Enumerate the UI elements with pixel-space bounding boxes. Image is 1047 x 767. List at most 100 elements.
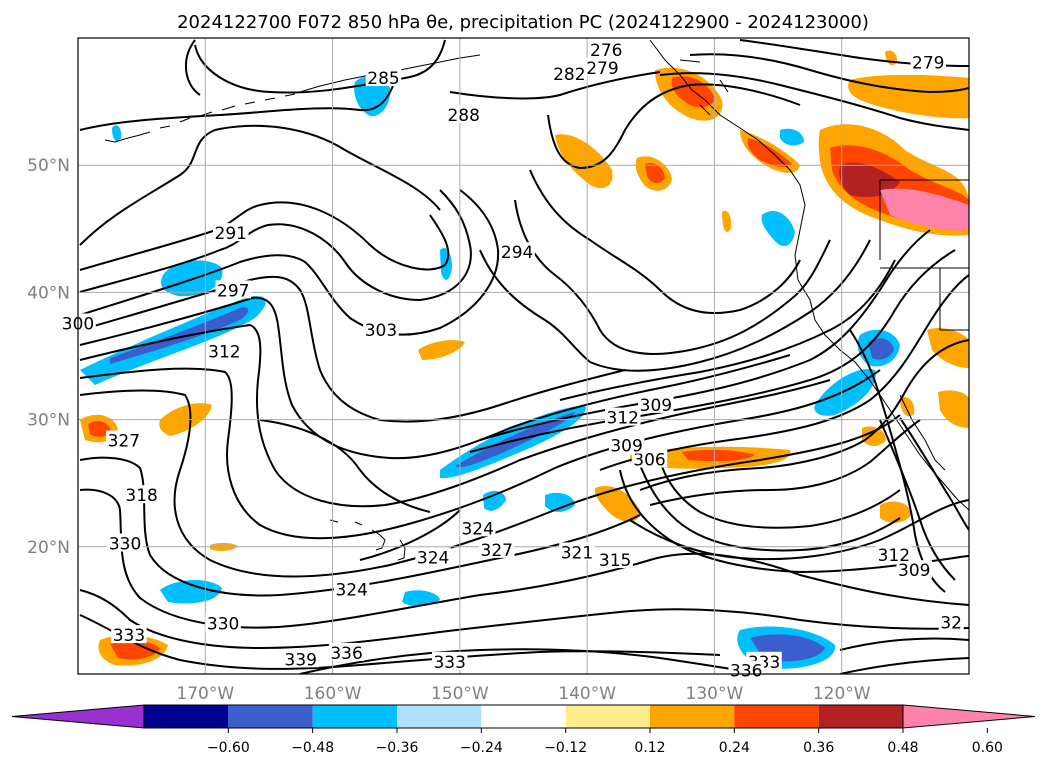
alaska-panhandle-islands — [679, 59, 729, 116]
contour-line — [469, 249, 956, 453]
precip-pos-area-strong — [682, 449, 755, 462]
colorbar-label: −0.36 — [376, 740, 419, 756]
contour-line — [79, 189, 500, 336]
contour-label: 324 — [461, 519, 493, 539]
contour-label: 306 — [633, 451, 665, 471]
coastline-layer — [104, 39, 969, 561]
x-tick-label: 130°W — [686, 684, 744, 704]
precip-pos-area-strong — [110, 640, 160, 660]
baja-coast — [899, 394, 946, 471]
contour-line — [79, 124, 441, 246]
precip-pos-area — [862, 426, 886, 446]
precip-neg-area — [814, 369, 876, 416]
colorbar-extend-high — [902, 704, 1036, 729]
contour-label: 288 — [447, 106, 479, 126]
contour-line — [659, 459, 901, 529]
colorbar-segment — [565, 705, 650, 728]
colorbar-label: −0.48 — [291, 740, 334, 756]
contour-label-bg — [123, 485, 160, 504]
colorbar-frame — [143, 704, 904, 729]
precip-neg-area — [483, 490, 506, 511]
contour-label-bg — [206, 341, 243, 360]
contour-label-bg — [608, 435, 645, 454]
colorbar-segment — [734, 705, 819, 728]
contour-label-bg — [111, 625, 147, 644]
contour-label-bg — [499, 242, 535, 261]
colorbar-label: 0.12 — [634, 740, 665, 756]
contour-line — [639, 464, 901, 552]
contour-label: 333 — [113, 626, 145, 646]
colorbar-label: 0.36 — [803, 740, 834, 756]
contour-label: 324 — [335, 580, 367, 600]
contour-label-bg — [328, 642, 365, 661]
precip-pos-area — [880, 501, 912, 523]
contour-label-bg — [459, 518, 496, 537]
contour-label-bg — [479, 539, 515, 558]
x-tick-label: 160°W — [304, 684, 362, 704]
contour-line — [259, 419, 431, 513]
x-tick-label: 170°W — [176, 684, 234, 704]
colorbar-segment — [228, 705, 313, 728]
contour-label: 309 — [610, 437, 642, 457]
precip-neg-area-strong — [868, 338, 894, 360]
precip-pos-area — [594, 486, 640, 522]
contour-label: 321 — [561, 543, 593, 563]
precip-pos-area-strong — [88, 421, 111, 437]
contour-label-bg — [551, 64, 588, 83]
precip-pos-area — [418, 340, 465, 360]
x-tick-label: 140°W — [558, 684, 616, 704]
contour-label-bg — [876, 544, 912, 563]
contour-line — [79, 367, 881, 540]
contour-label-bg — [212, 223, 249, 242]
contour-label-bg — [106, 430, 142, 449]
colorbar-segment — [144, 705, 229, 728]
contour-label: 279 — [586, 59, 618, 79]
contour-label-bg — [205, 613, 241, 632]
colorbar-segment — [650, 705, 735, 728]
contour-label: 312 — [607, 409, 639, 429]
contour-line — [194, 39, 446, 94]
contour-label: 312 — [208, 342, 240, 362]
contour-line — [449, 71, 661, 100]
precip-pos-area-strong — [747, 138, 792, 167]
contour-label: 330 — [207, 615, 239, 635]
colorbar-label: −0.24 — [460, 740, 503, 756]
colorbar-label: 0.48 — [887, 740, 918, 756]
precip-pos-area-strong — [645, 162, 665, 184]
contour-line — [184, 39, 201, 96]
contour-line — [514, 199, 831, 355]
colorbar: −0.60 −0.48 −0.36 −0.24 −0.12 0.12 0.24 0.36 0.4… — [11, 704, 1036, 756]
contour-label-bg — [363, 319, 399, 338]
y-axis-ticks: 20°N 30°N 40°N 50°N — [27, 156, 70, 558]
contour-label: 327 — [108, 431, 140, 451]
hawaiian-islands — [329, 519, 406, 561]
precip-neg-area — [780, 128, 804, 146]
precip-neg-area — [402, 590, 440, 607]
contour-line — [599, 274, 969, 471]
contour-line — [359, 509, 461, 561]
contour-label-bg — [333, 579, 370, 598]
contour-line — [79, 79, 396, 131]
y-tick-label: 30°N — [27, 411, 70, 431]
x-axis-ticks: 170°W 160°W 150°W 140°W 130°W 120°W — [176, 684, 870, 704]
contour-line — [559, 259, 896, 401]
contour-line — [479, 229, 931, 441]
contour-label-bg — [588, 39, 624, 58]
contour-label: 324 — [417, 549, 449, 569]
contour-line — [839, 657, 969, 674]
contour-label-bg — [910, 52, 947, 71]
contour-label: 303 — [365, 321, 397, 341]
contour-label-bg — [938, 612, 964, 631]
contour-line — [547, 83, 801, 170]
precip-neg-area — [354, 76, 391, 117]
colorbar-segment — [481, 705, 566, 728]
contour-label: 330 — [109, 535, 141, 555]
contour-line — [79, 488, 969, 629]
contour-line — [639, 339, 969, 491]
contour-label-bg — [365, 67, 402, 86]
contour-line — [619, 469, 969, 574]
contour-label-bg — [638, 394, 674, 413]
contour-line — [79, 189, 472, 302]
